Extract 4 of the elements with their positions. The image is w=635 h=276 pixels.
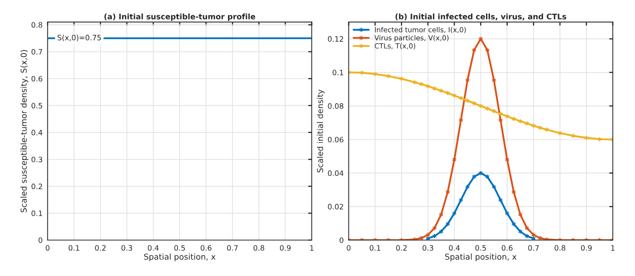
y-axis-title: Scaled initial density: [316, 90, 325, 172]
x-axis-title: Spatial position, x: [144, 253, 216, 262]
y-axis-title: Scaled susceptible-tumor density, S(x,0): [20, 50, 28, 212]
x-axis-title: Spatial position, x: [445, 253, 517, 262]
